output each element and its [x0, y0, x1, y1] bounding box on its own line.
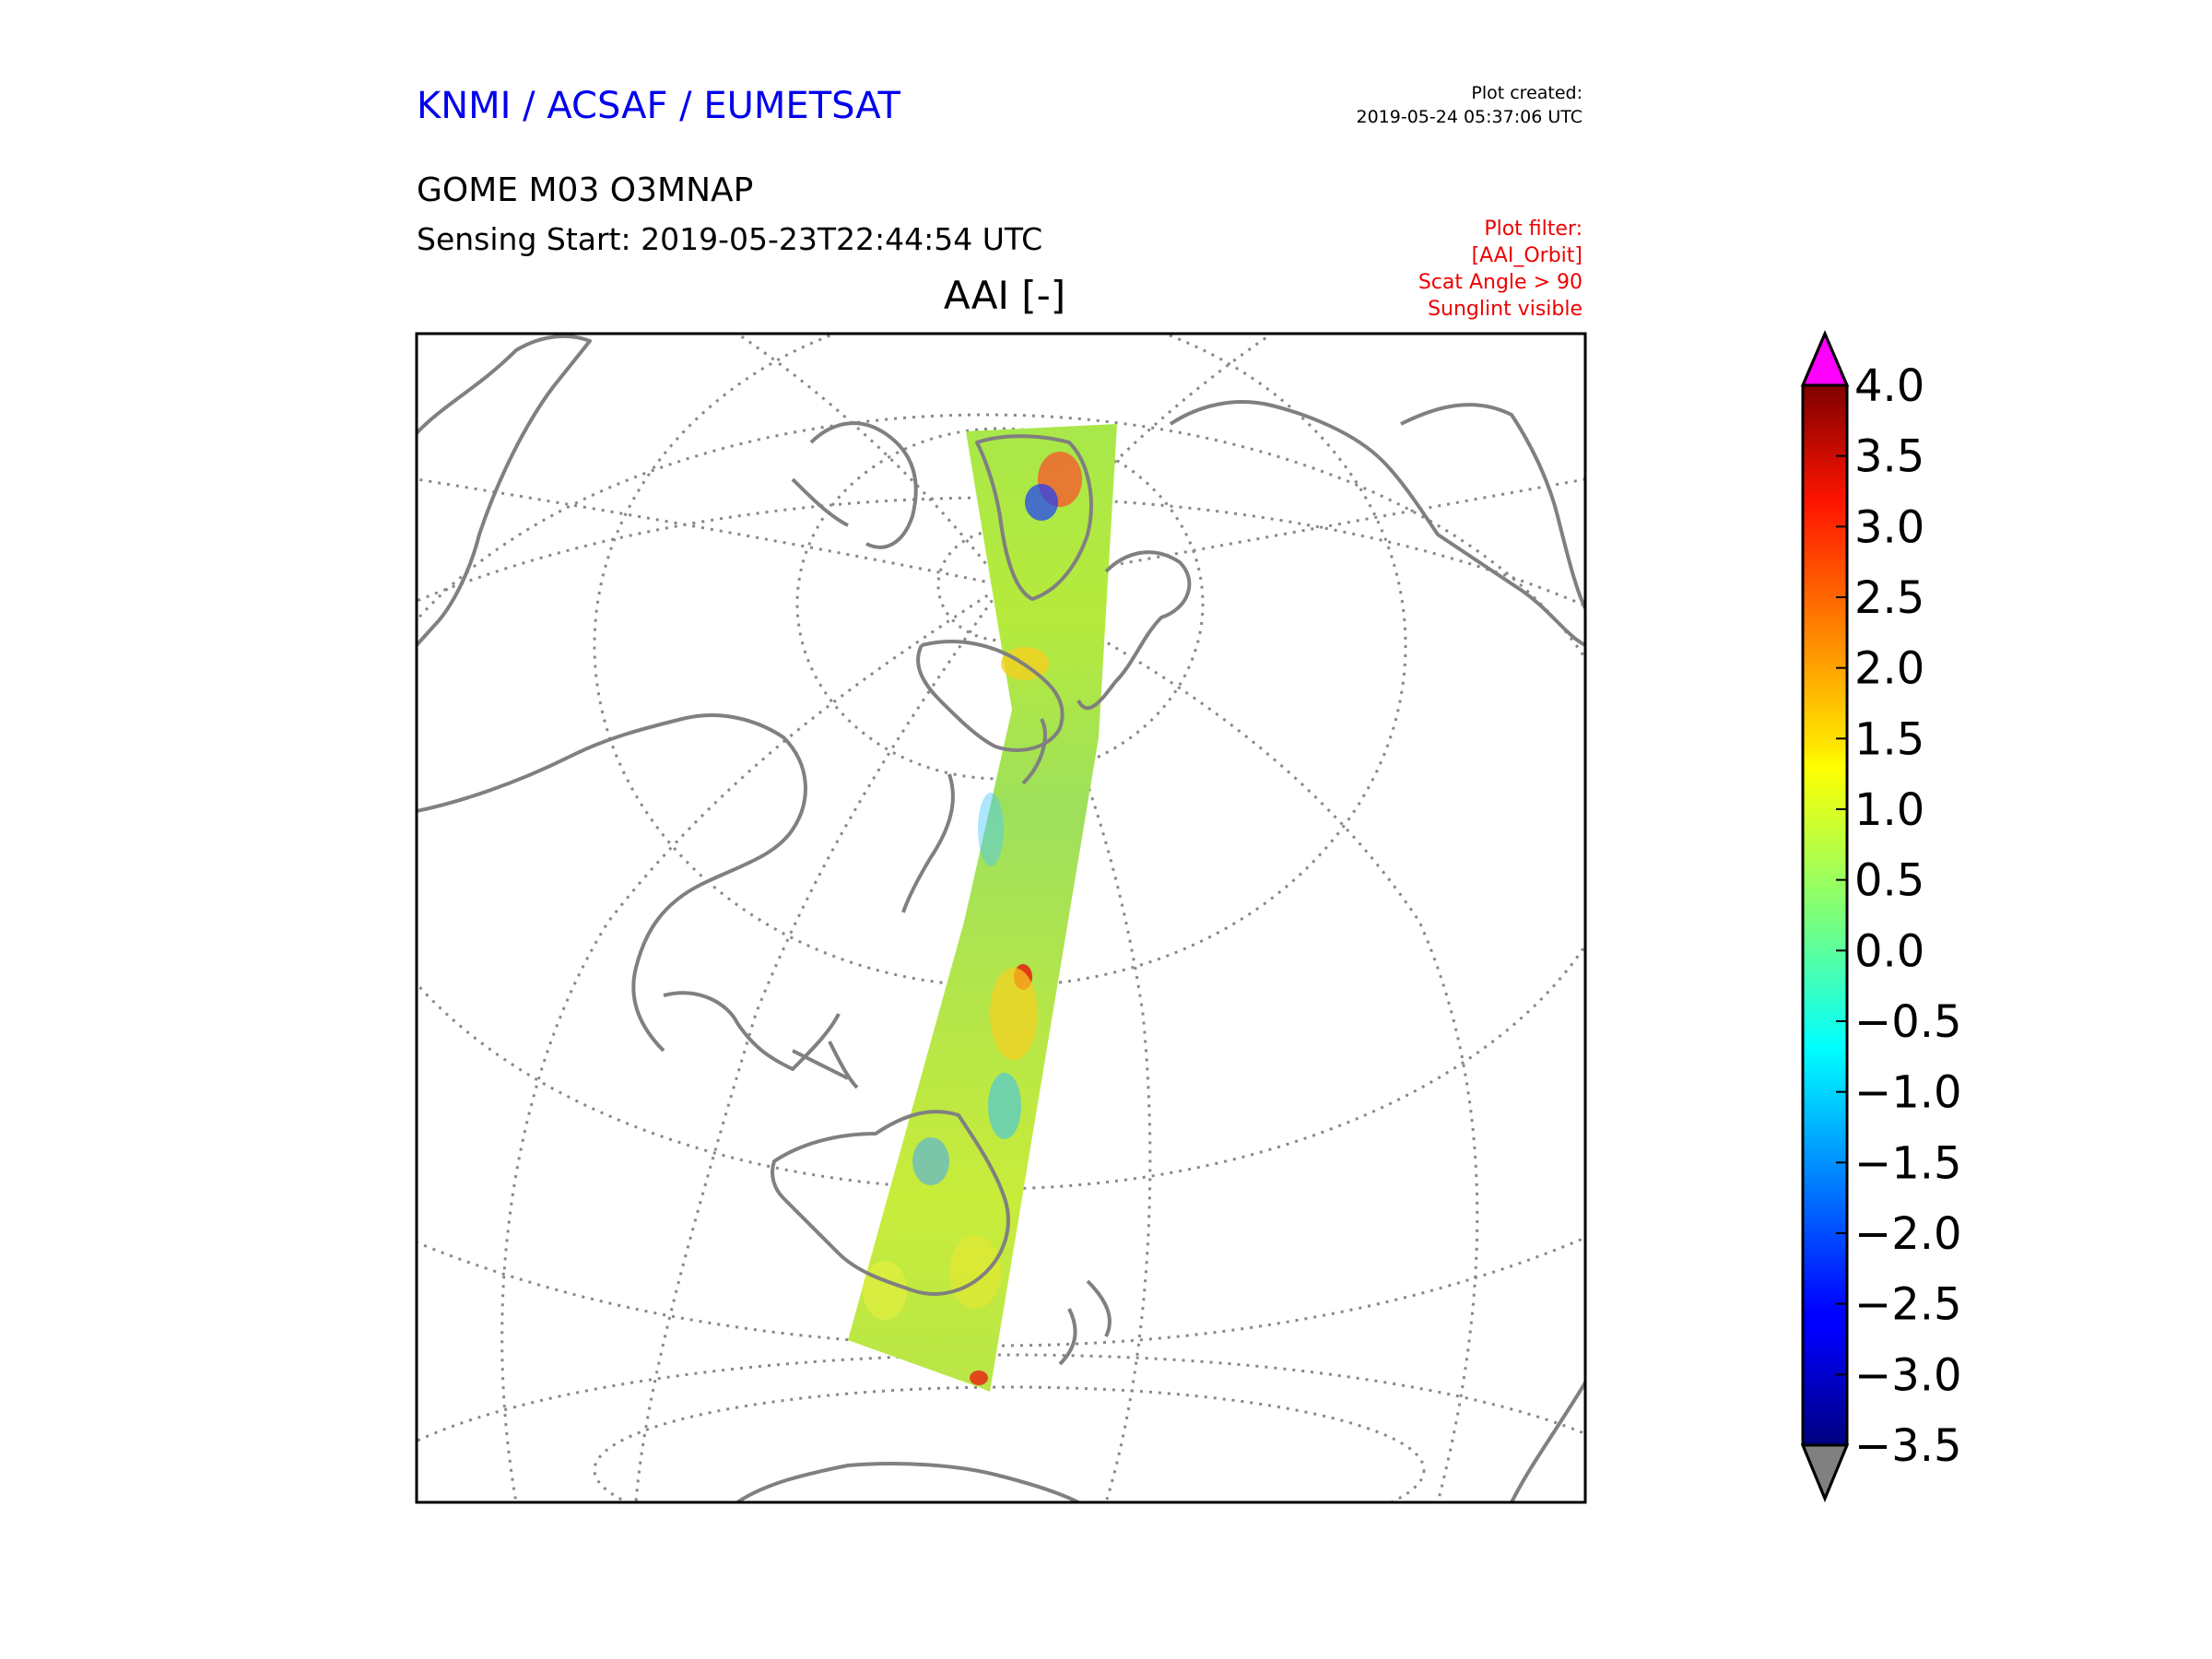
- colorbar-tick-label: 0.5: [1854, 855, 1924, 907]
- plot-created-label: Plot created:: [1471, 83, 1583, 103]
- coastline-canada-arctic: [791, 421, 918, 549]
- coastline-antarctica: [735, 1462, 1079, 1502]
- colorbar: 4.0 3.5 3.0 2.5 2.0 1.5 1.0 0.5 0.0 −0.5 −1.0 −1.5 −…: [1800, 330, 1962, 1502]
- colorbar-over-triangle: [1800, 330, 1850, 387]
- agency-title: KNMI / ACSAF / EUMETSAT: [417, 85, 900, 127]
- plot-created-value: 2019-05-24 05:37:06 UTC: [1356, 107, 1583, 127]
- coastline-indonesia: [792, 1041, 859, 1089]
- meridian: [1002, 477, 1585, 587]
- plot-filter-line: Scat Angle > 90: [1418, 271, 1583, 294]
- colorbar-tick-label: −1.5: [1854, 1137, 1962, 1189]
- coastline-siberia: [1169, 400, 1585, 647]
- colorbar-tick-label: 3.0: [1854, 501, 1924, 553]
- meridian: [417, 477, 1004, 587]
- meridian: [736, 334, 1005, 586]
- coastline-japan: [901, 773, 955, 913]
- coastline-new-zealand: [1058, 1279, 1112, 1366]
- coastline-europe: [1400, 403, 1585, 609]
- coastline-australia: [771, 1110, 1010, 1296]
- latitude-circle: [593, 334, 1407, 988]
- coastline-greenland: [975, 434, 1093, 601]
- colorbar-tick-label: −1.0: [1854, 1067, 1962, 1119]
- plot-title: AAI [-]: [943, 273, 1066, 318]
- plot-filter-line: [AAI_Orbit]: [1471, 244, 1583, 267]
- map-frame: [415, 332, 1587, 1504]
- map-area: [417, 334, 1585, 1502]
- colorbar-tick-label: −3.5: [1854, 1420, 1962, 1472]
- coastlines: [417, 334, 1585, 1502]
- colorbar-ticks: 4.0 3.5 3.0 2.5 2.0 1.5 1.0 0.5 0.0 −0.5 −1.0 −1.5 −…: [1836, 360, 1962, 1472]
- colorbar-tick-label: 1.0: [1854, 784, 1924, 836]
- plot-filter-block: Plot filter: [AAI_Orbit] Scat Angle > 90…: [1418, 216, 1583, 323]
- coastline-kamchatka: [1021, 718, 1047, 785]
- meridian: [1001, 334, 1273, 586]
- colorbar-tick-label: −0.5: [1854, 996, 1962, 1048]
- colorbar-tick-label: 4.0: [1854, 360, 1924, 412]
- colorbar-tick-label: 0.0: [1854, 925, 1924, 977]
- coastline-east-asia: [417, 713, 807, 1053]
- sensing-start: Sensing Start: 2019-05-23T22:44:54 UTC: [417, 221, 1043, 257]
- colorbar-tick-label: 1.5: [1854, 713, 1924, 765]
- colorbar-tick-label: −2.0: [1854, 1208, 1962, 1260]
- colorbar-tick-label: 2.5: [1854, 572, 1924, 624]
- coastline-europe-north: [1077, 550, 1192, 711]
- product-name: GOME M03 O3MNAP: [417, 171, 754, 209]
- latitude-circle: [593, 1385, 1426, 1502]
- colorbar-tick-label: −2.5: [1854, 1279, 1962, 1331]
- colorbar-tick-label: −3.0: [1854, 1349, 1962, 1401]
- plot-filter-title: Plot filter:: [1484, 218, 1583, 241]
- colorbar-ramp: [1803, 385, 1847, 1445]
- plot-filter-line: Sunglint visible: [1428, 298, 1583, 321]
- coastline-southeast-asia: [663, 991, 841, 1071]
- colorbar-tick-label: 2.0: [1854, 643, 1924, 695]
- latitude-circle: [417, 1353, 1585, 1443]
- colorbar-under-triangle: [1800, 1443, 1850, 1502]
- colorbar-tick-label: 3.5: [1854, 431, 1924, 483]
- coastline-south-america: [1510, 1381, 1585, 1502]
- plot-created-block: Plot created: 2019-05-24 05:37:06 UTC: [1357, 81, 1583, 129]
- coastline-north-america: [417, 334, 592, 647]
